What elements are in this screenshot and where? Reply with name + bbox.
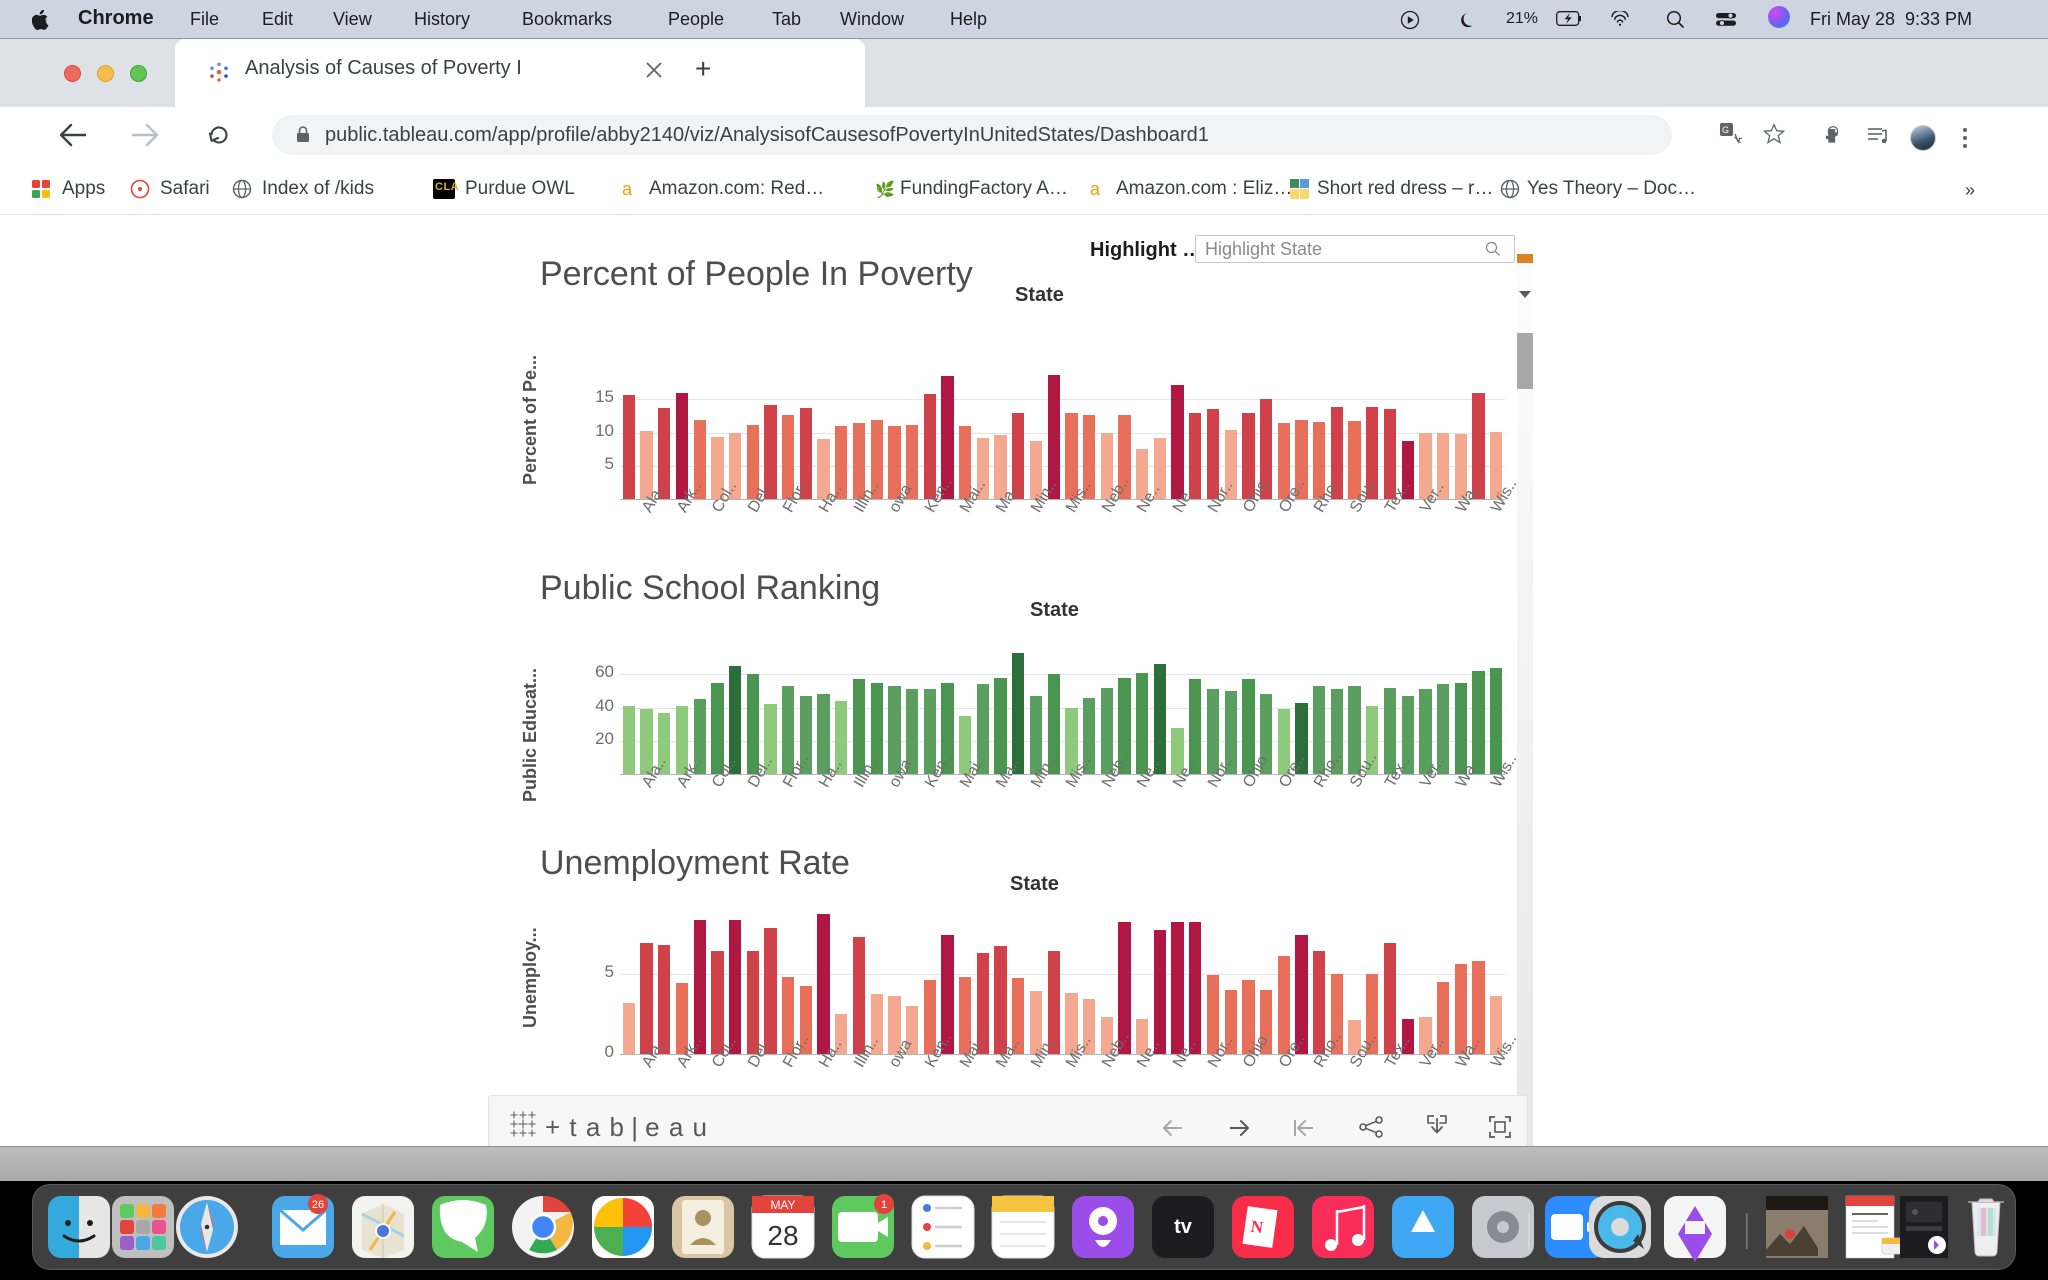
svg-text:28: 28	[767, 1220, 798, 1251]
svg-text:1: 1	[881, 1199, 887, 1211]
svg-text:tv: tv	[1174, 1216, 1193, 1238]
svg-text:MAY: MAY	[770, 1198, 795, 1212]
svg-text:26: 26	[312, 1199, 324, 1211]
